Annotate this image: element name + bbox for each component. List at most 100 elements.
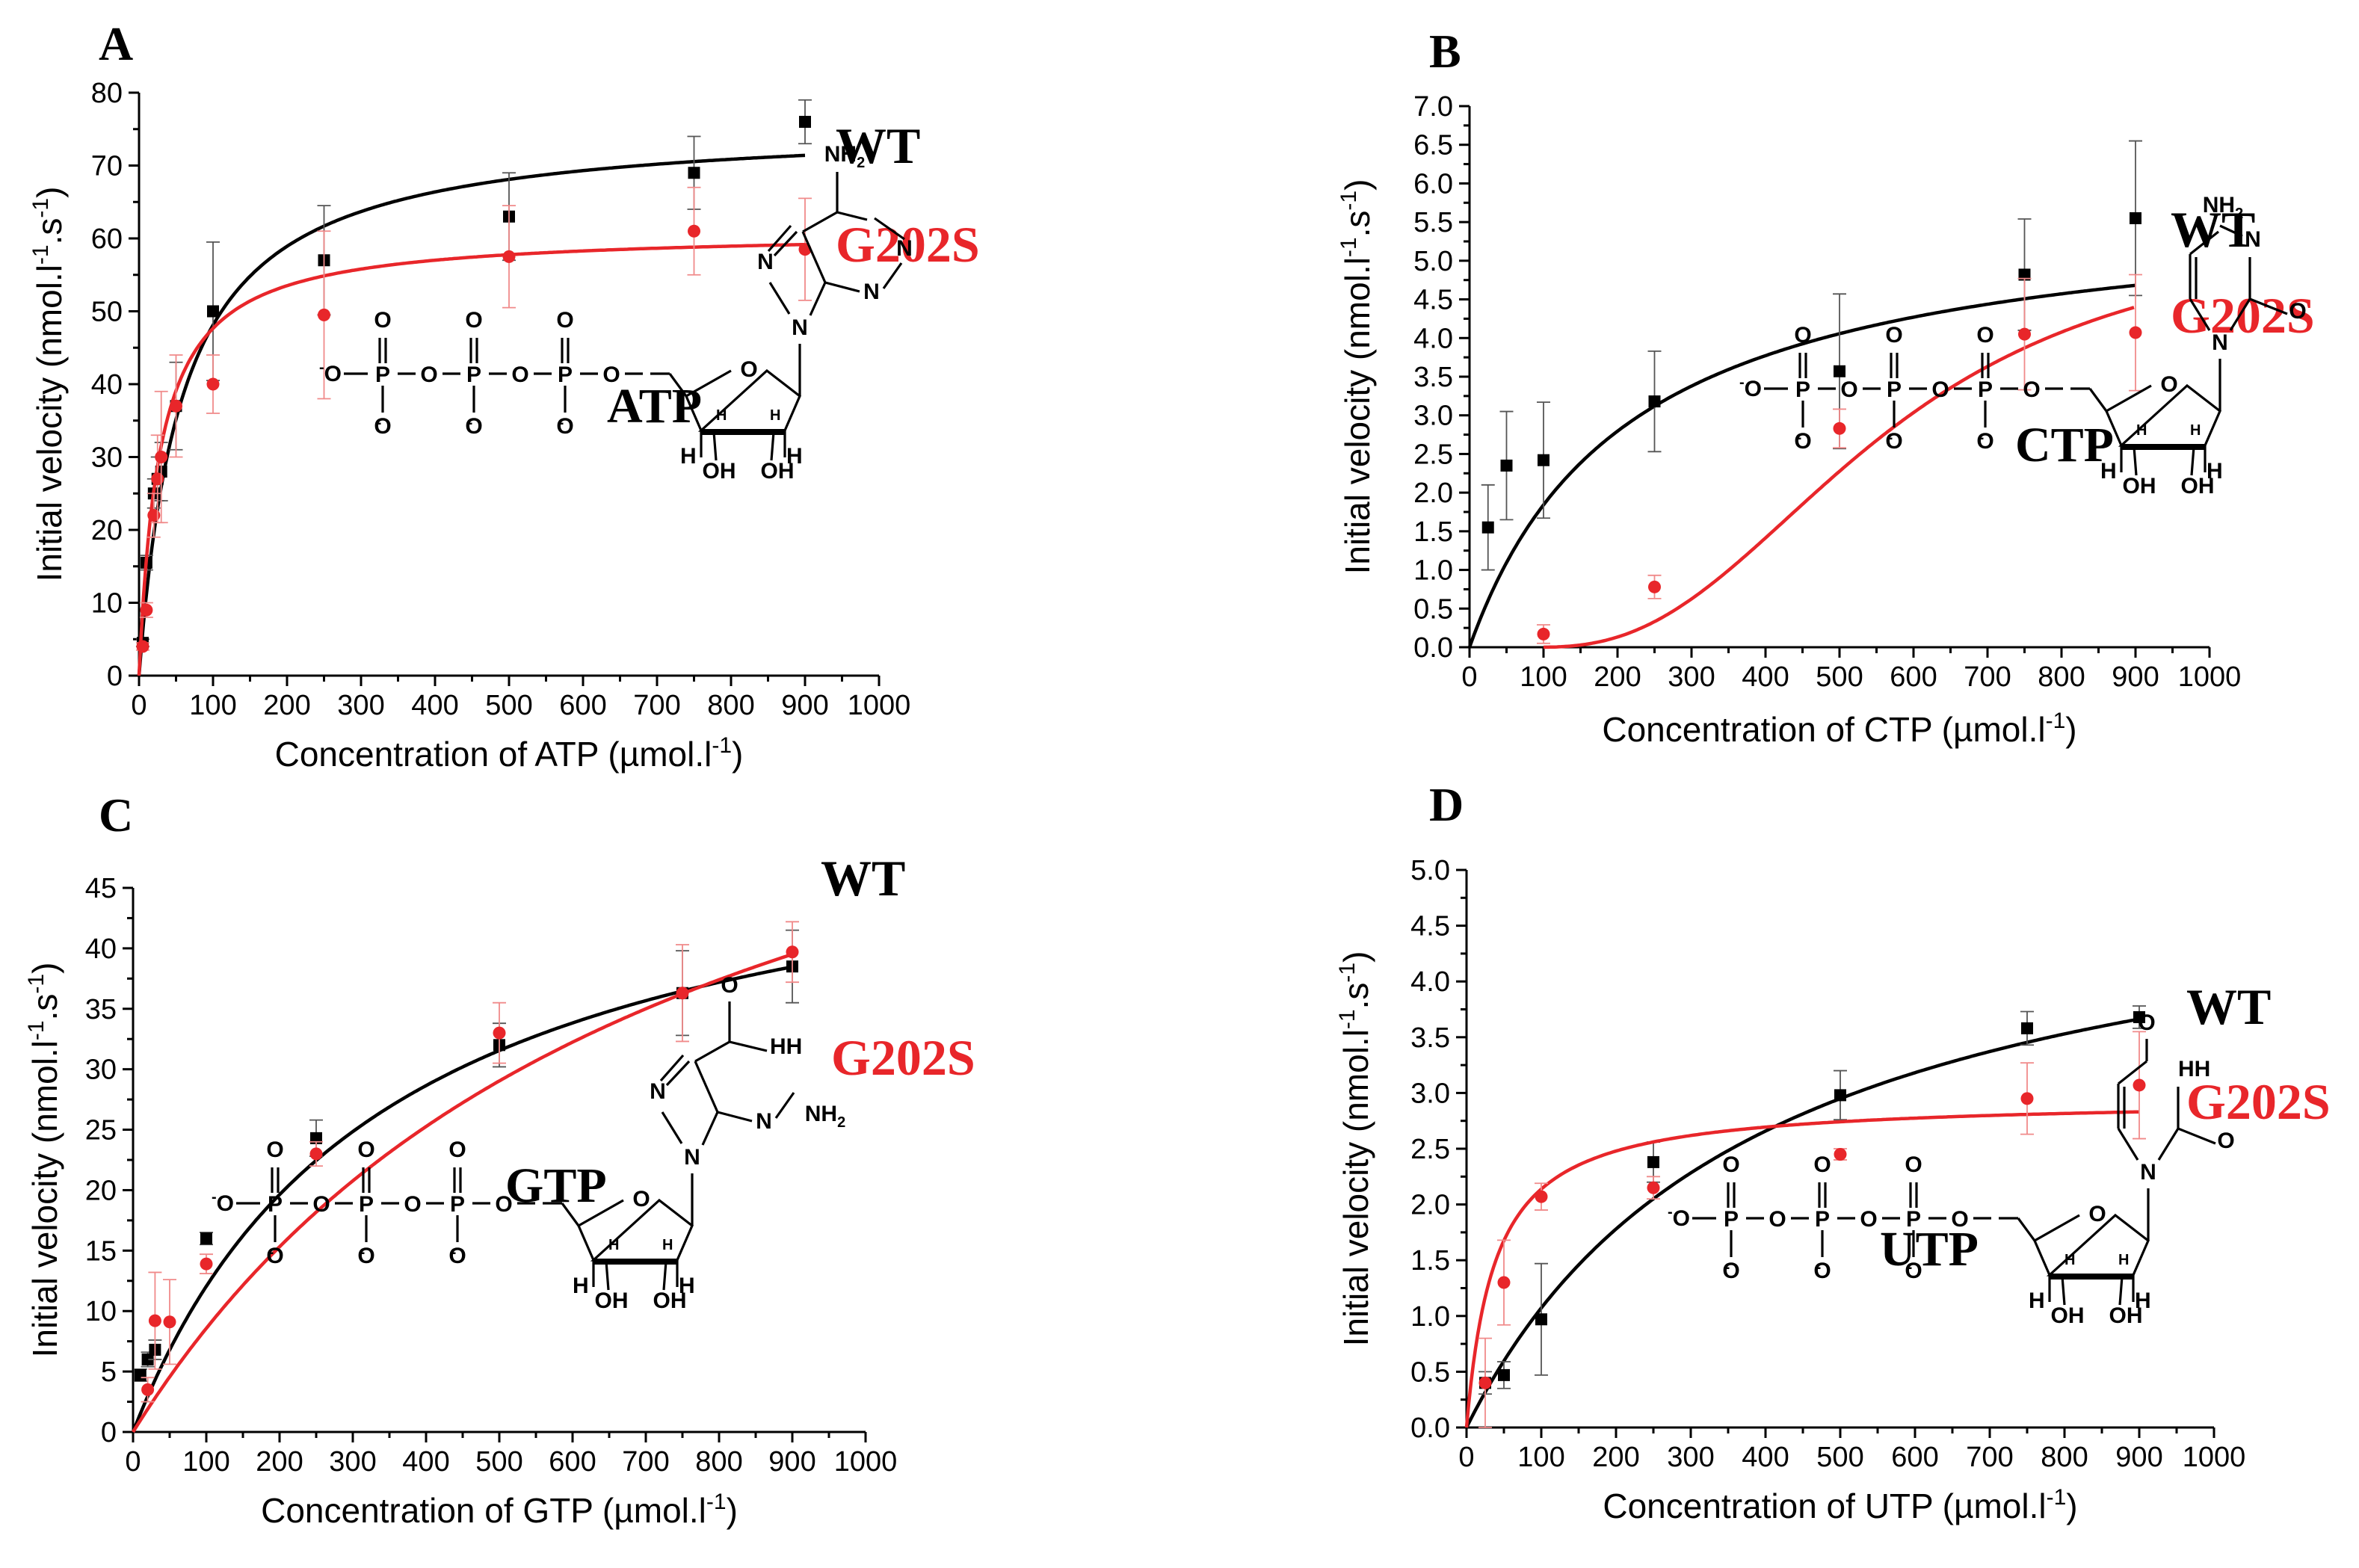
- y-tick-label: 30: [85, 1055, 117, 1086]
- oxygen-label: O: [448, 1138, 466, 1162]
- x-axis-title: Concentration of CTP (µmol.l-1): [1602, 709, 2076, 749]
- charge-label: -: [319, 359, 324, 376]
- atom-label: O: [324, 362, 342, 386]
- nitrogen-label: N: [757, 250, 774, 274]
- series-label-g202s: G202S: [831, 1029, 975, 1086]
- molecule-name: ATP: [607, 379, 702, 433]
- y-tick-label: 15: [85, 1235, 117, 1267]
- y-tick-label: 25: [85, 1115, 117, 1146]
- data-point-g202s: [141, 1383, 155, 1396]
- hydrogen-label: H: [2135, 1288, 2151, 1313]
- x-axis-title: Concentration of ATP (µmol.l-1): [275, 733, 744, 774]
- y-tick-label: 0: [101, 1417, 117, 1448]
- chemical-bond: [2177, 1127, 2216, 1145]
- x-axis-title-sup: -1: [712, 733, 732, 758]
- atom-label: O-: [448, 1244, 466, 1268]
- phosphorus-label: P: [359, 1192, 374, 1217]
- amine-label: NH: [805, 1102, 837, 1126]
- sugar-ring: [2105, 410, 2123, 446]
- hydroxyl-label: OH: [703, 459, 736, 484]
- y-tick-label: 2.5: [1413, 439, 1453, 470]
- series-label-g202s: G202S: [2171, 287, 2315, 344]
- hydrogen-label: H: [716, 407, 727, 424]
- data-point-wt: [200, 1232, 212, 1245]
- x-tick-label: 400: [402, 1446, 449, 1478]
- atom-label: O: [556, 414, 573, 439]
- x-tick-label: 900: [2115, 1442, 2162, 1473]
- x-tick-label: 400: [1742, 1442, 1789, 1473]
- amine-label: NH2: [2203, 193, 2243, 222]
- atom-label: O: [1976, 429, 1993, 454]
- data-point-g202s: [163, 1315, 176, 1329]
- y-tick-label: 1.5: [1413, 516, 1453, 548]
- chemical-bond: [729, 1040, 768, 1052]
- fit-curve-wt: [1464, 1017, 2140, 1429]
- x-tick-label: 300: [337, 690, 384, 721]
- series-label-g202s: G202S: [836, 216, 980, 273]
- x-tick-label: 900: [768, 1446, 815, 1478]
- data-point-wt: [1535, 1313, 1547, 1326]
- data-point-g202s: [1833, 422, 1846, 435]
- data-point-wt: [2018, 268, 2031, 281]
- chemical-bond: [802, 211, 838, 233]
- series-label-g202s: G202S: [2186, 1073, 2331, 1130]
- x-tick-label: 1000: [2178, 661, 2242, 693]
- chemical-bond: [2117, 1128, 2139, 1161]
- y-axis-title-sup: -1: [24, 1020, 49, 1040]
- oxygen-label: O: [1951, 1207, 1968, 1232]
- y-axis-title-main: Initial velocity (nmol.l: [1336, 1029, 1375, 1346]
- charge-label: -: [1797, 430, 1802, 446]
- charge-label: -: [1908, 1259, 1913, 1276]
- atom-label: O-: [1885, 429, 1902, 454]
- fused-bond: [801, 231, 827, 283]
- x-tick-label: 600: [1891, 1442, 1938, 1473]
- data-point-wt: [2021, 1022, 2033, 1034]
- y-tick-label: 5.0: [1413, 246, 1453, 277]
- data-point-g202s: [688, 224, 700, 238]
- y-axis-title-sup: -1: [1335, 1009, 1360, 1029]
- chemical-bond: [768, 282, 791, 315]
- chemical-bond: [2219, 224, 2243, 238]
- data-point-g202s: [170, 399, 182, 413]
- chemical-bond: [659, 1054, 685, 1082]
- atom-label: O-: [1976, 429, 1993, 454]
- y-axis-title-mid: .s: [30, 218, 69, 245]
- phosphorus-label: P: [268, 1192, 283, 1217]
- chemical-bond: [836, 211, 868, 221]
- charge-label: -: [1725, 1259, 1730, 1276]
- y-axis-title: Initial velocity (nmol.l-1.s-1): [1336, 179, 1377, 575]
- hydrogen-label: H: [786, 444, 803, 469]
- chart-panel-a: A 0 100 200 300 400 500 600 700 800 900 1000 0 10 20 30…: [28, 17, 980, 774]
- chemical-bond: [2118, 1060, 2147, 1085]
- chemical-bond: [2157, 1128, 2180, 1161]
- oxygen-label: O: [1931, 377, 1949, 402]
- amine-label: NH2: [805, 1102, 845, 1131]
- y-tick-label: 2.0: [1410, 1190, 1450, 1221]
- atom-label: O: [465, 414, 482, 439]
- atom-label: O: [448, 1244, 466, 1268]
- data-point-g202s: [1648, 580, 1661, 593]
- atom-label: -O: [319, 359, 342, 386]
- atom-label: O-: [465, 414, 482, 439]
- nitrogen-label: N: [756, 1109, 772, 1134]
- amine-subscript: 2: [2235, 206, 2243, 222]
- atom-label: O: [1745, 377, 1762, 401]
- chemical-bond: [809, 282, 827, 316]
- x-tick-label: 700: [1966, 1442, 2013, 1473]
- panel-letter: B: [1429, 25, 1461, 78]
- hydrogen-label: H: [680, 444, 697, 469]
- amine-subscript: 2: [837, 1114, 845, 1131]
- hydrogen-label: H: [2029, 1288, 2045, 1313]
- chemical-bond: [712, 431, 718, 461]
- nitrogen-label: N: [2212, 330, 2228, 355]
- y-tick-label: 0.5: [1413, 593, 1453, 625]
- ring-oxygen-label: O: [2160, 372, 2177, 397]
- chemical-bond: [701, 1111, 719, 1146]
- charge-label: -: [269, 1244, 274, 1261]
- chemical-bond: [605, 1261, 610, 1291]
- y-tick-label: 6.0: [1413, 168, 1453, 200]
- y-tick-label: 3.5: [1410, 1022, 1450, 1054]
- oxygen-label: O: [1794, 323, 1811, 348]
- y-axis-title-end: ): [25, 963, 64, 974]
- series-label-wt: WT: [836, 117, 920, 174]
